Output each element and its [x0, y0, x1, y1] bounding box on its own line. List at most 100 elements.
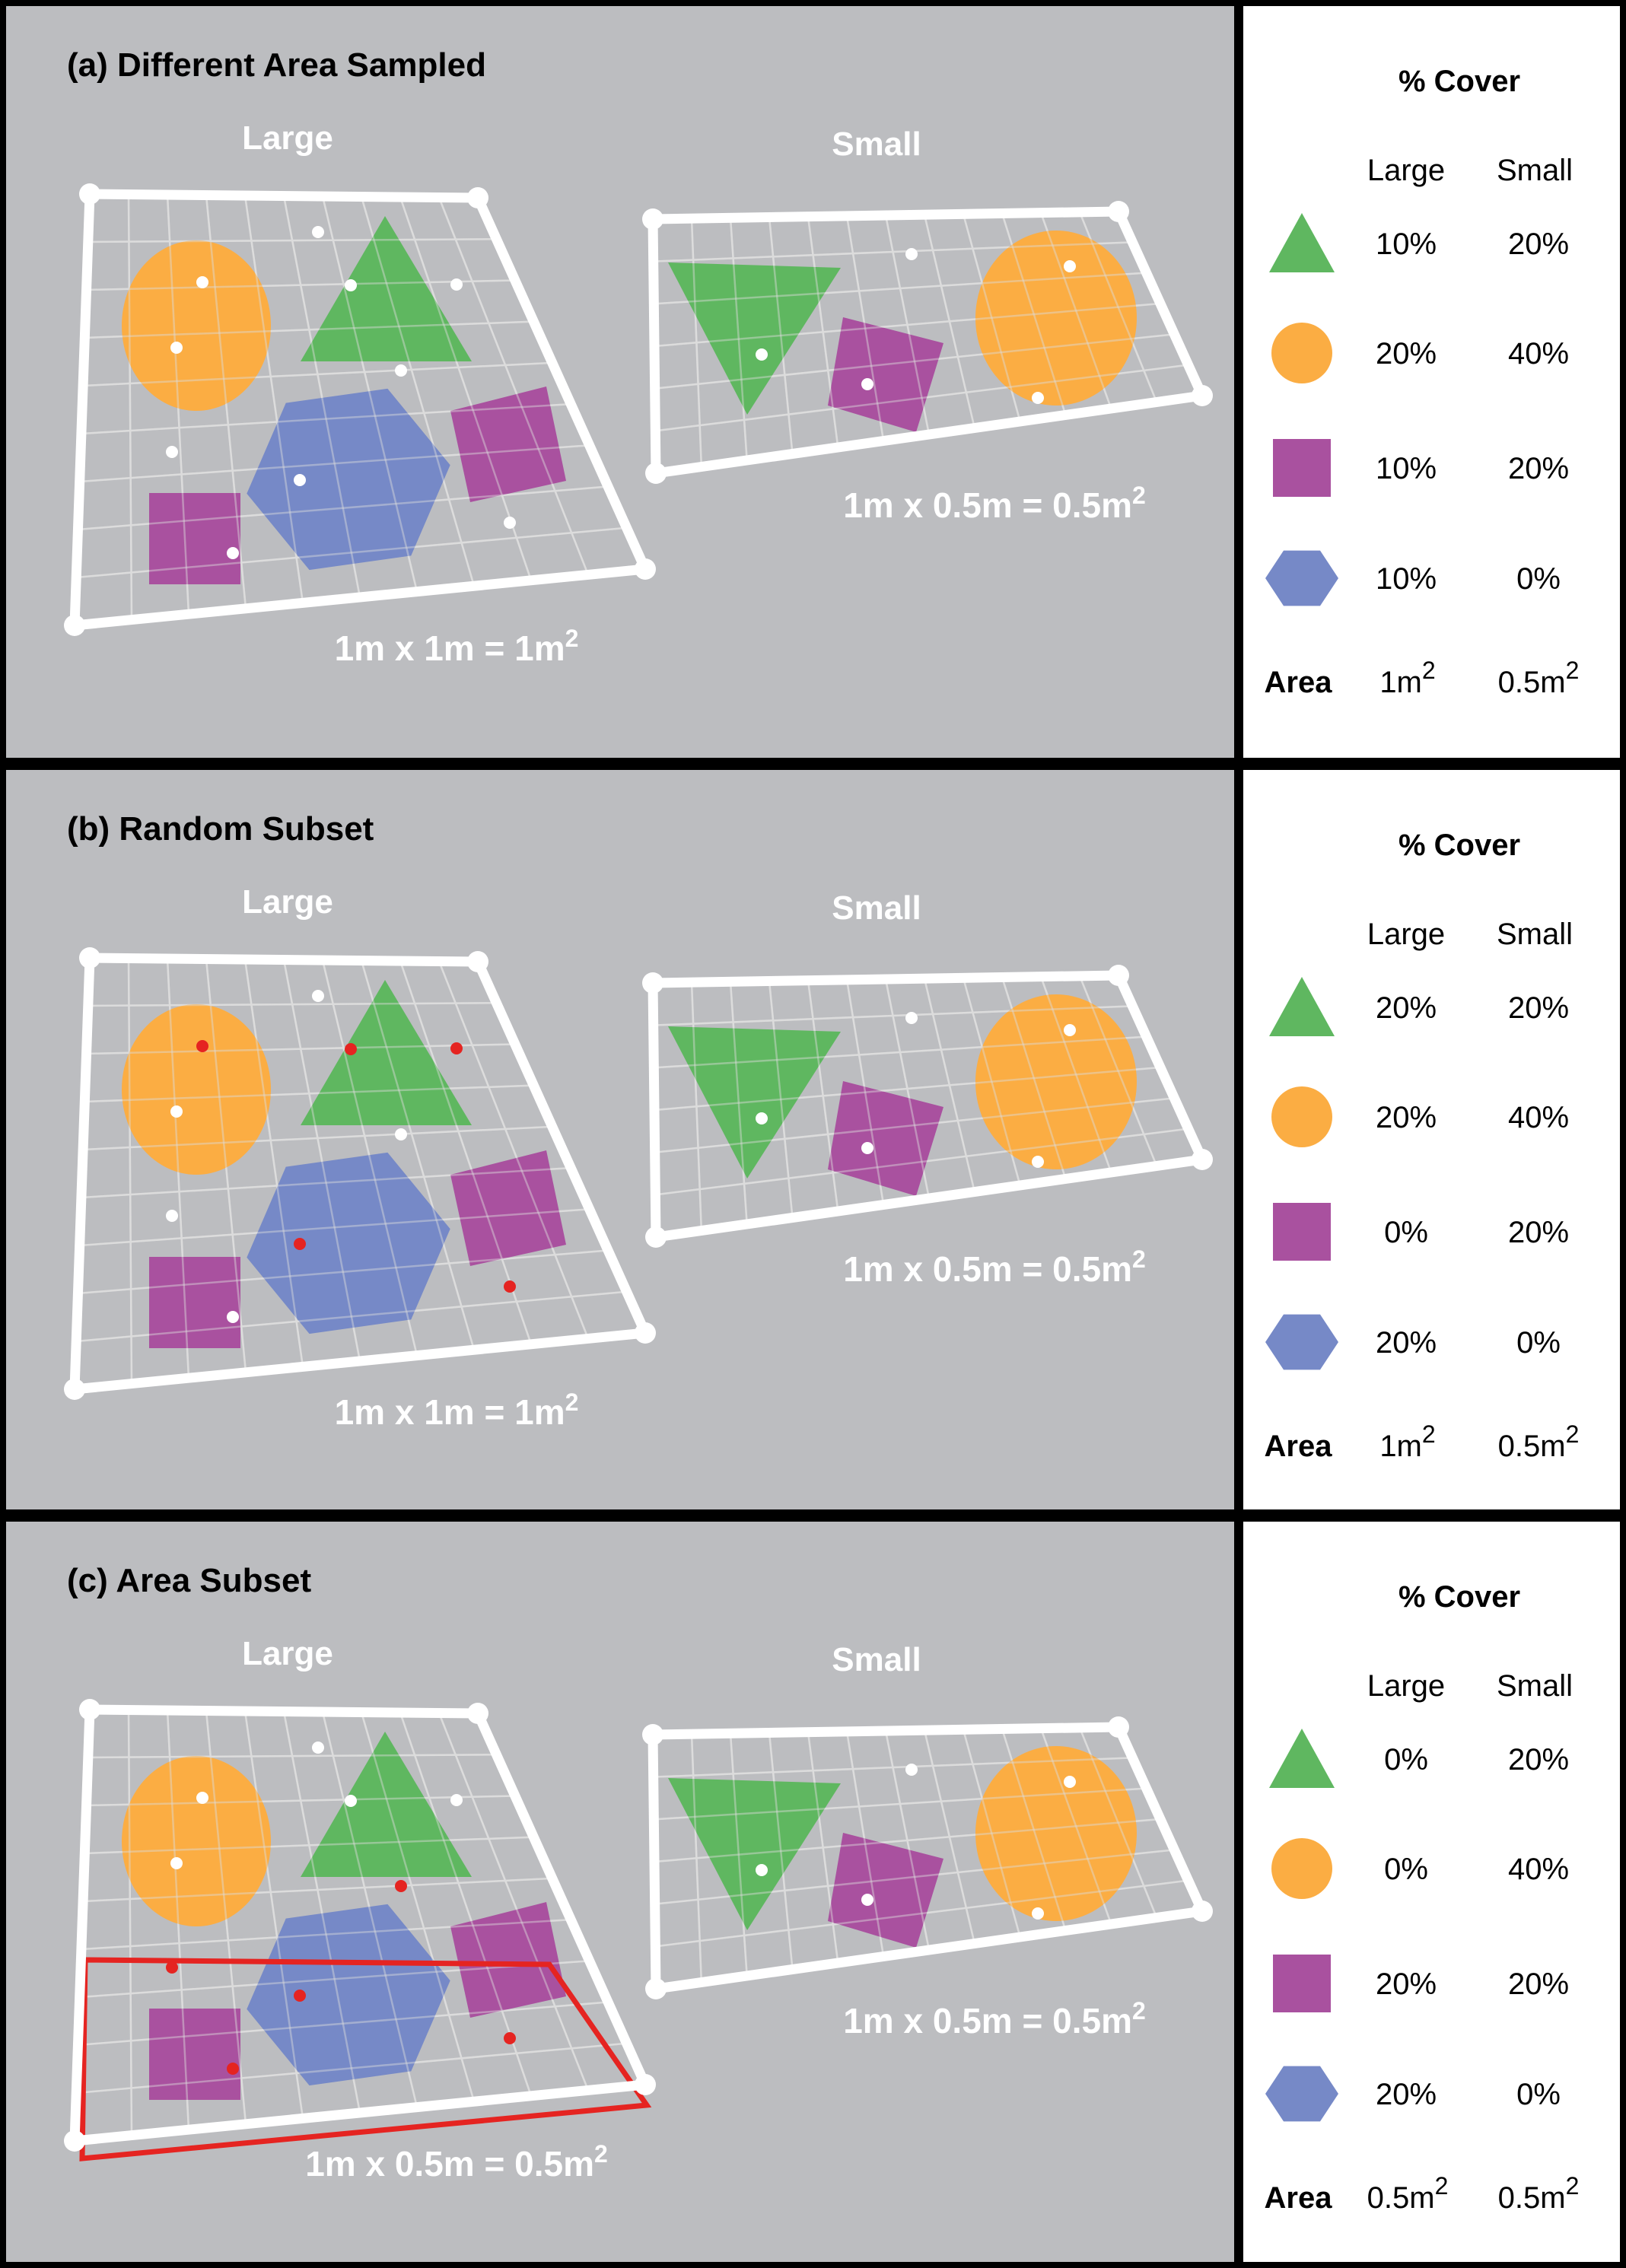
grid-line: [88, 237, 497, 243]
quadrat-corner: [64, 1379, 85, 1400]
panel-title: (c) Area Subset: [67, 1562, 311, 1599]
grid-line: [399, 196, 533, 581]
small-quadrat: [642, 1716, 1213, 1999]
area-small-value-text: 0.5m: [1498, 1430, 1566, 1463]
grid-line: [962, 214, 1021, 422]
large-quadrat: [64, 183, 656, 636]
small-area-label-superscript: 2: [1132, 482, 1146, 509]
grid-line: [438, 1713, 590, 2091]
triangle-icon: [1269, 977, 1335, 1036]
grid-line: [83, 1125, 552, 1151]
column-small: Small: [1497, 918, 1573, 951]
sample-point-red: [504, 1280, 516, 1293]
sample-point: [756, 1112, 768, 1124]
small-area-label-text: 1m x 0.5m = 0.5m: [843, 485, 1132, 525]
grid-line: [127, 194, 133, 620]
sample-point: [170, 1857, 183, 1869]
grid-line: [438, 197, 590, 575]
panel-b: (b) Random Subset Large Small 1m x 1m = 1m2…: [0, 764, 1626, 1516]
grid-line: [84, 1836, 534, 1855]
circle-shape: [975, 231, 1137, 406]
grid-line: [653, 241, 1133, 262]
grid-line: [654, 1849, 1175, 1905]
grid-line: [768, 217, 794, 454]
large-area-label-superscript: 2: [565, 1388, 579, 1416]
square-cover-large: 10%: [1376, 452, 1437, 485]
square-icon: [1273, 1203, 1331, 1261]
circle-icon: [1271, 1838, 1332, 1899]
grid-line: [438, 197, 590, 575]
grid-line: [205, 1710, 247, 2124]
grid-line: [962, 1729, 1021, 1938]
large-area-label-superscript: 2: [565, 625, 579, 652]
sample-point: [450, 278, 463, 291]
grid-line: [654, 1035, 1147, 1069]
grid-line: [76, 1290, 627, 1343]
small-quadrat-label: Small: [832, 1641, 921, 1678]
large-quadrat-label: Large: [242, 883, 333, 921]
triangle-shape: [301, 216, 472, 361]
small-area-label-text: 1m x 0.5m = 0.5m: [843, 1249, 1132, 1289]
square-shape: [149, 493, 240, 584]
square-icon: [1273, 439, 1331, 497]
large-area-label-text: 1m x 0.5m = 0.5m: [305, 2144, 594, 2184]
sample-point: [1064, 1776, 1076, 1788]
grid-line: [1039, 976, 1112, 1173]
circle-cover-small: 40%: [1508, 1101, 1569, 1134]
area-large-value: 1m2: [1379, 657, 1435, 699]
area-small-value: 0.5m2: [1498, 1420, 1580, 1463]
grid-line: [1078, 1727, 1158, 1918]
square-shape: [828, 1833, 943, 1948]
triangle-cover-large: 0%: [1384, 1743, 1428, 1777]
grid-line: [78, 1249, 609, 1295]
quadrat-corner: [79, 183, 100, 205]
quadrat-corner: [635, 558, 656, 580]
grid-line: [79, 1960, 590, 1999]
hexagon-cover-small: 0%: [1516, 1326, 1561, 1360]
grid-line: [243, 959, 304, 1367]
grid-line: [81, 1918, 571, 1951]
grid-line: [438, 961, 590, 1339]
panel-canvas: (c) Area Subset Large Small 1m x 0.5m = 0.5…: [0, 1516, 1626, 2268]
grid-line: [321, 959, 418, 1356]
grid-line: [243, 195, 304, 603]
grid-line: [654, 1066, 1161, 1112]
quadrat-corner: [1192, 1149, 1213, 1170]
sample-point: [196, 276, 208, 288]
column-large: Large: [1367, 154, 1445, 187]
grid-line: [1001, 977, 1067, 1179]
sample-point: [905, 1764, 918, 1776]
grid-line: [127, 958, 133, 1384]
grid-line: [79, 1208, 590, 1247]
hexagon-icon: [1265, 1314, 1338, 1370]
circle-shape: [122, 1756, 271, 1926]
sample-point: [1032, 1156, 1044, 1168]
circle-icon: [1271, 323, 1332, 383]
grid-line: [654, 272, 1147, 305]
sample-point: [170, 342, 183, 354]
quadrat-corner: [64, 2130, 85, 2152]
small-area-label-text: 1m x 0.5m = 0.5m: [843, 2001, 1132, 2041]
grid-line: [923, 214, 976, 428]
hexagon-cover-small: 0%: [1516, 2078, 1561, 2111]
small-area-label: 1m x 0.5m = 0.5m2: [843, 1245, 1146, 1289]
grid-line: [1039, 212, 1112, 409]
column-large: Large: [1367, 1669, 1445, 1703]
hexagon-cover-large: 20%: [1376, 2078, 1437, 2111]
grid-line: [360, 196, 476, 587]
sample-point-red: [395, 1880, 407, 1892]
grid-line: [86, 279, 515, 291]
area-large-value-text: 1m: [1379, 666, 1422, 699]
square-cover-large: 20%: [1376, 1967, 1437, 2001]
area-small-value-superscript: 2: [1566, 657, 1580, 684]
cover-table: % Cover Large Small 20% 20% 20% 40% 0% 20% 20% 0% A…: [1265, 829, 1580, 1463]
hexagon-shape: [247, 1904, 450, 2086]
grid-line: [282, 959, 361, 1362]
sample-point-red: [166, 1961, 178, 1974]
sample-point: [1032, 1907, 1044, 1920]
sample-point: [170, 1105, 183, 1118]
area-large-value-superscript: 2: [1422, 1420, 1436, 1448]
grid-line: [845, 215, 885, 441]
area-row-label: Area: [1265, 666, 1333, 699]
